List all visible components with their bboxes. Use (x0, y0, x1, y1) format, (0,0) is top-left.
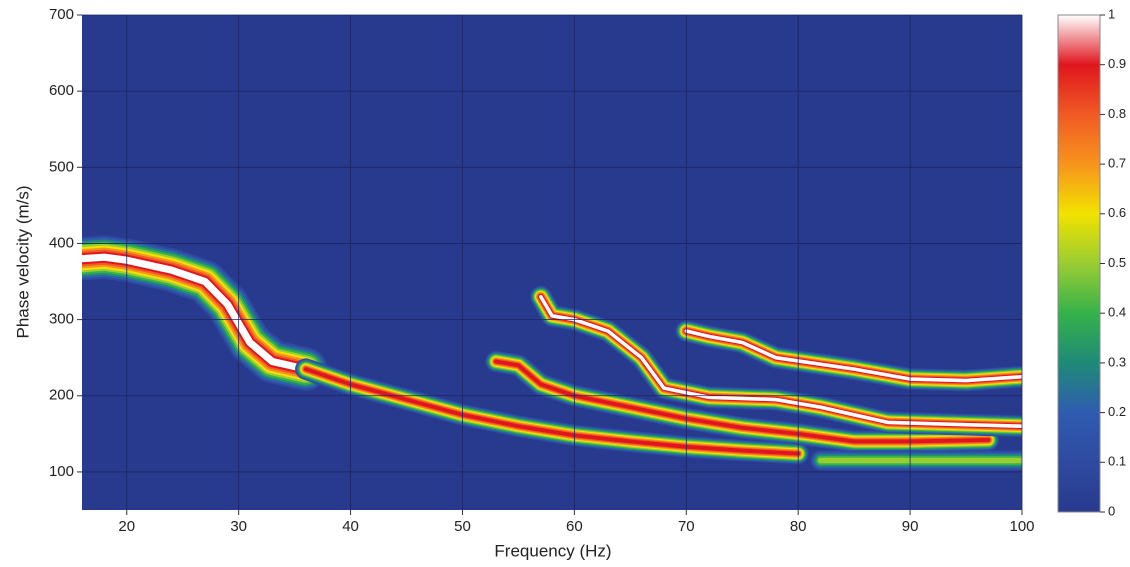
colorbar-tick-label: 0.4 (1108, 305, 1126, 320)
colorbar-tick-label: 0.8 (1108, 106, 1126, 121)
energy-ridge (684, 329, 1022, 383)
x-axis-label: Frequency (Hz) (494, 541, 611, 560)
y-tick-label: 700 (49, 6, 74, 23)
x-tick-label: 60 (566, 518, 583, 535)
y-tick-label: 100 (49, 463, 74, 480)
y-tick-label: 200 (49, 387, 74, 404)
colorbar-tick-label: 0.1 (1108, 454, 1126, 469)
energy-ridge (82, 253, 310, 373)
y-tick-label: 400 (49, 234, 74, 251)
colorbar-tick-label: 0.2 (1108, 404, 1126, 419)
colorbar-tick-label: 0 (1108, 503, 1115, 518)
y-tick-label: 600 (49, 82, 74, 99)
y-axis-label: Phase velocity (m/s) (13, 185, 32, 338)
x-tick-label: 70 (678, 518, 695, 535)
colorbar-tick-label: 0.6 (1108, 205, 1126, 220)
x-tick-label: 40 (342, 518, 359, 535)
colorbar (1057, 14, 1101, 513)
y-tick-label: 300 (49, 311, 74, 328)
colorbar-tick-label: 0.7 (1108, 156, 1126, 171)
x-tick-label: 100 (1009, 518, 1034, 535)
colorbar-tick-label: 1 (1108, 6, 1115, 21)
x-tick-label: 50 (454, 518, 471, 535)
x-tick-label: 30 (230, 518, 247, 535)
x-tick-label: 20 (118, 518, 135, 535)
x-tick-label: 90 (902, 518, 919, 535)
colorbar-tick-label: 0.3 (1108, 354, 1126, 369)
y-tick-label: 500 (49, 158, 74, 175)
colorbar-tick-label: 0.5 (1108, 255, 1126, 270)
x-tick-label: 80 (790, 518, 807, 535)
colorbar-tick-label: 0.9 (1108, 56, 1126, 71)
energy-ridge (303, 367, 801, 456)
